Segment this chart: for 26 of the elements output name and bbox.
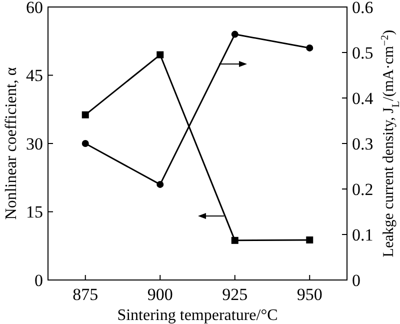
y-tick-label: 45 (26, 66, 43, 86)
point (306, 236, 314, 244)
y-tick-label: 15 (26, 202, 43, 222)
point (156, 51, 164, 58)
x-axis-title: Sintering temperature/°C (117, 307, 278, 324)
y2-tick-label: 0 (352, 270, 360, 290)
point (231, 30, 238, 38)
point (306, 44, 314, 52)
y2-tick-label: 0.2 (352, 180, 374, 199)
x-tick-label: 900 (147, 285, 173, 304)
y2-tick-label: 0.5 (352, 43, 374, 62)
x-tick-label: 925 (222, 285, 248, 304)
y2-tick-label: 0.6 (352, 0, 374, 17)
y-axis-title: Nonlinear coefficient, α (3, 66, 20, 220)
x-tick-label: 950 (296, 285, 322, 304)
point (82, 111, 89, 118)
y-tick-label: 0 (34, 270, 43, 290)
y2-tick-label: 0.3 (352, 134, 374, 154)
y2-tick-label: 0.1 (352, 225, 374, 244)
y-tick-label: 60 (26, 0, 43, 17)
point (231, 236, 238, 244)
y2-tick-label: 0.4 (352, 88, 374, 108)
point (156, 180, 164, 188)
x-tick-label: 875 (72, 285, 98, 304)
point (82, 140, 89, 147)
y-tick-label: 30 (26, 134, 43, 154)
